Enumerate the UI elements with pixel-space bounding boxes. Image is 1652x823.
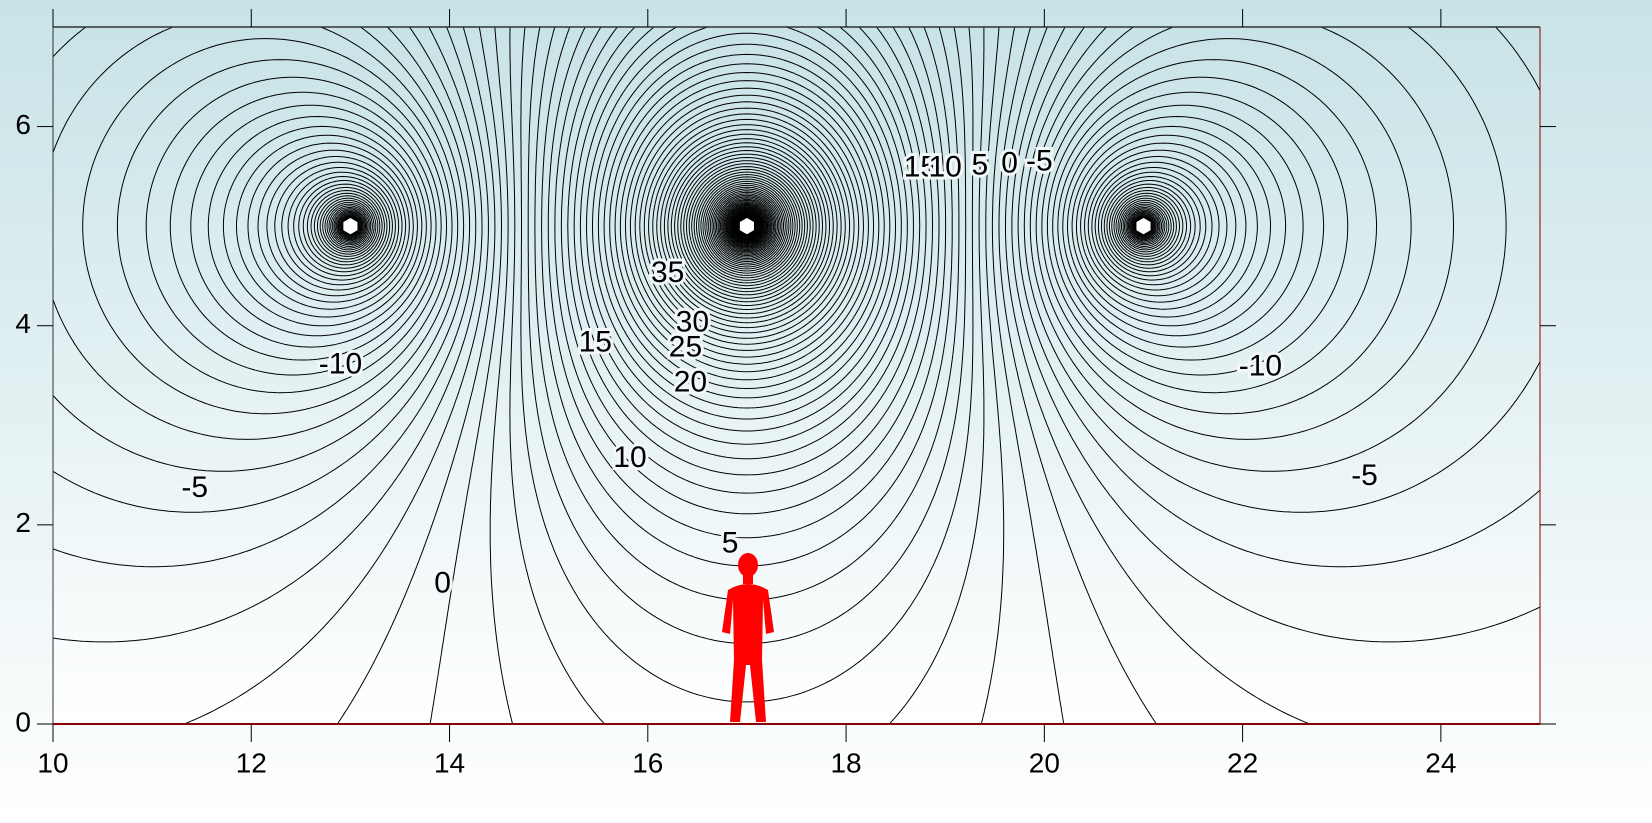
contour-label: 5: [722, 527, 739, 560]
contour-label: 0: [1001, 146, 1018, 179]
contour-label: -5: [1026, 144, 1053, 177]
chart: 10121416182022240246 -10-505101520253035…: [0, 0, 1652, 823]
contour-label: 0: [434, 567, 451, 600]
contour-label: 15: [579, 326, 612, 359]
y-tick-label: 4: [15, 308, 31, 339]
contour-label: 10: [929, 150, 962, 183]
source: [739, 217, 755, 235]
x-tick-label: 10: [37, 747, 68, 778]
y-tick-label: 2: [15, 507, 31, 538]
contour-label: -10: [1239, 349, 1282, 382]
x-tick-label: 12: [236, 747, 267, 778]
x-tick-label: 24: [1425, 747, 1456, 778]
x-tick-label: 16: [632, 747, 663, 778]
contour-label: -5: [1351, 459, 1378, 492]
contour-label: 35: [651, 256, 684, 289]
plot-area: [53, 27, 1540, 724]
x-tick-label: 20: [1029, 747, 1060, 778]
x-tick-label: 14: [434, 747, 465, 778]
contour-label: 30: [676, 306, 709, 339]
contour-label: -10: [319, 347, 362, 380]
x-tick-label: 22: [1227, 747, 1258, 778]
contour-label: 5: [972, 148, 989, 181]
source: [343, 217, 359, 235]
y-tick-label: 0: [15, 706, 31, 737]
source: [1136, 217, 1152, 235]
contour-label: 20: [674, 365, 707, 398]
y-tick-label: 6: [15, 109, 31, 140]
page: {"chart_data": { "type": "contour", "xli…: [0, 0, 1652, 823]
contour-label: 10: [613, 441, 646, 474]
x-tick-label: 18: [830, 747, 861, 778]
contour-label: -5: [181, 471, 208, 504]
